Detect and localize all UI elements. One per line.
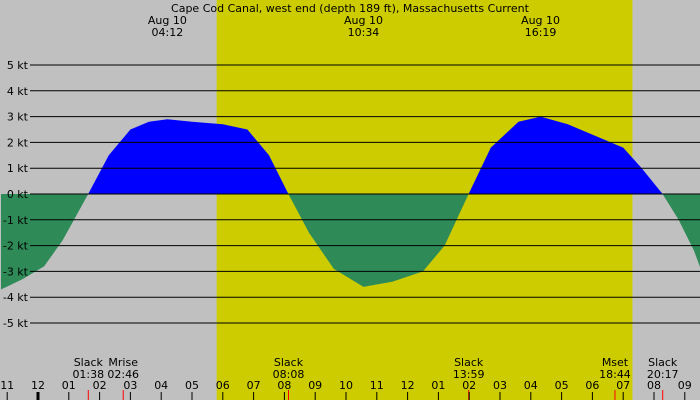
y-tick-label: -3 kt <box>3 265 29 278</box>
chart-title: Cape Cod Canal, west end (depth 189 ft),… <box>171 2 530 15</box>
x-tick-label: 09 <box>308 379 322 392</box>
bottom-event-label: Slack <box>454 356 484 369</box>
bottom-event-time: 20:17 <box>647 368 679 381</box>
x-tick-label: 06 <box>216 379 230 392</box>
y-tick-label: 1 kt <box>7 162 29 175</box>
bottom-event-label: Slack <box>274 356 304 369</box>
y-tick-label: -4 kt <box>3 291 29 304</box>
grid-lines <box>30 64 700 324</box>
x-tick-label: 10 <box>339 379 353 392</box>
bottom-event-time: 18:44 <box>599 368 631 381</box>
bottom-event-time: 08:08 <box>273 368 305 381</box>
x-tick-label: 04 <box>524 379 538 392</box>
y-tick-labels: 5 kt 4 kt 3 kt 2 kt 1 kt 0 kt -1 kt -2 kt -3 kt -… <box>3 59 29 330</box>
top-event-date: Aug 10 <box>521 14 560 27</box>
bottom-event-label: Slack <box>648 356 678 369</box>
bottom-event-time: 02:46 <box>107 368 139 381</box>
ebb-area-1 <box>1 194 89 290</box>
y-tick-label: 5 kt <box>7 59 29 72</box>
y-tick-label: 2 kt <box>7 136 29 149</box>
x-tick-label: 12 <box>31 379 45 392</box>
bottom-event-label: Mrise <box>108 356 138 369</box>
current-areas <box>1 116 700 290</box>
bottom-event-label: Slack <box>74 356 104 369</box>
bottom-event-time: 13:59 <box>453 368 485 381</box>
x-tick-label: 08 <box>277 379 291 392</box>
y-tick-label: -2 kt <box>3 240 29 253</box>
top-event-time: 04:12 <box>152 26 184 39</box>
y-tick-label: 4 kt <box>7 85 29 98</box>
top-event-time: 10:34 <box>348 26 380 39</box>
ebb-area-2 <box>288 194 469 287</box>
bottom-event-time: 01:38 <box>72 368 104 381</box>
x-tick-label: 03 <box>493 379 507 392</box>
x-tick-label: 12 <box>401 379 415 392</box>
flood-area-0 <box>88 119 289 194</box>
top-event-date: Aug 10 <box>344 14 383 27</box>
x-tick-label: 01 <box>62 379 76 392</box>
x-tick-label: 05 <box>555 379 569 392</box>
y-tick-label: -1 kt <box>3 214 29 227</box>
x-tick-label: 03 <box>123 379 137 392</box>
x-tick-label: 02 <box>93 379 107 392</box>
ebb-area-4 <box>662 194 700 267</box>
x-tick-label: 11 <box>0 379 14 392</box>
y-tick-label: -5 kt <box>3 317 29 330</box>
x-tick-label: 07 <box>247 379 261 392</box>
x-tick-label: 11 <box>370 379 384 392</box>
x-tick-label: 01 <box>431 379 445 392</box>
top-event-date: Aug 10 <box>148 14 187 27</box>
x-tick-label: 08 <box>647 379 661 392</box>
x-tick-label: 02 <box>462 379 476 392</box>
x-tick-label: 07 <box>616 379 630 392</box>
y-tick-label: 0 kt <box>7 188 29 201</box>
y-tick-label: 3 kt <box>7 111 29 124</box>
x-tick-labels: 11 12 01 02 03 04 05 06 07 08 09 10 11 12 01 02 03 04 05 06… <box>0 379 692 400</box>
bottom-event-label: Mset <box>602 356 629 369</box>
flood-area-3 <box>468 116 663 194</box>
bottom-event-labels: Slack01:38Mrise02:46Slack08:08Slack13:59… <box>72 356 679 400</box>
x-tick-label: 05 <box>185 379 199 392</box>
x-tick-label: 06 <box>585 379 599 392</box>
x-tick-label: 04 <box>154 379 168 392</box>
x-tick-label: 09 <box>678 379 692 392</box>
top-event-time: 16:19 <box>525 26 557 39</box>
